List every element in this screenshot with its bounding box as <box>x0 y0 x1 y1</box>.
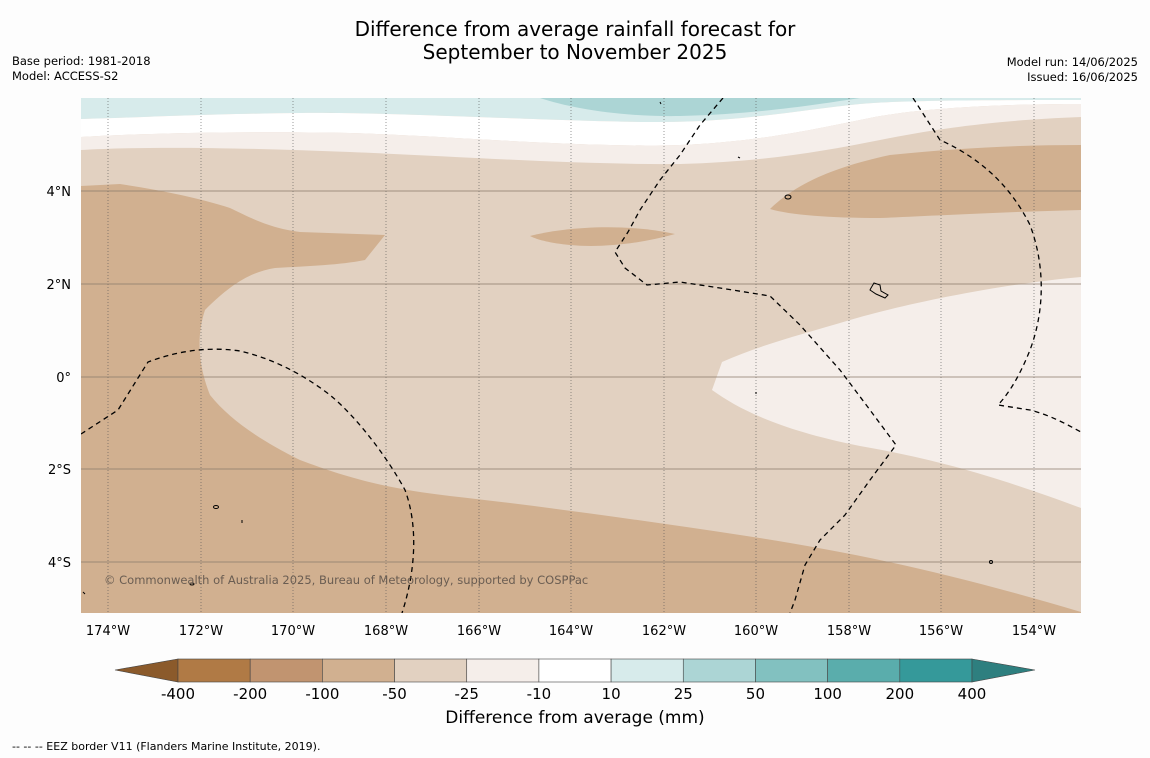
band-pale-top <box>81 104 1081 165</box>
eez-footnote: -- -- -- EEZ border V11 (Flanders Marine… <box>12 740 321 753</box>
lat-label: 0° <box>56 371 71 386</box>
colorbar-segment <box>610 658 684 683</box>
colorbar-segment <box>827 658 901 683</box>
colorbar-segment <box>682 658 756 683</box>
lon-label: 160°W <box>734 624 778 639</box>
island-kiritimati <box>869 282 889 299</box>
lon-label: 154°W <box>1012 624 1056 639</box>
lon-label: 156°W <box>919 624 963 639</box>
band-minus50-lens <box>530 227 675 246</box>
island-2 <box>213 505 219 509</box>
island-6 <box>737 156 741 159</box>
colorbar-segment <box>249 658 323 683</box>
band-teal-top <box>81 98 1081 122</box>
band-minus50-northeast <box>770 145 1081 218</box>
colorbar-tick-label: 50 <box>746 685 765 703</box>
lat-label: 2°S <box>48 463 71 478</box>
title-line-2: September to November 2025 <box>422 40 728 64</box>
colorbar-segment <box>466 658 540 683</box>
band-teal-top-darker <box>540 98 860 117</box>
colorbar-tick-label: 25 <box>674 685 693 703</box>
colorbar-segment <box>538 658 612 683</box>
base-period-text: Base period: 1981-2018 <box>12 54 151 68</box>
colorbar-label: Difference from average (mm) <box>445 708 705 728</box>
colorbar-tick-label: -200 <box>233 685 267 703</box>
colorbar-extend-low <box>114 658 179 683</box>
lon-label: 166°W <box>457 624 501 639</box>
map-copyright: © Commonwealth of Australia 2025, Bureau… <box>104 573 588 587</box>
colorbar-tick-label: -100 <box>305 685 339 703</box>
model-name-text: Model: ACCESS-S2 <box>12 69 119 83</box>
model-info: Base period: 1981-2018 Model: ACCESS-S2 <box>12 54 151 84</box>
lon-label: 158°W <box>827 624 871 639</box>
band-minus50-west-south <box>81 184 1081 613</box>
colorbar-extend-high <box>971 658 1036 683</box>
colorbar-segments <box>177 658 973 683</box>
colorbar-tick-label: -10 <box>527 685 552 703</box>
colorbar-segment <box>394 658 468 683</box>
lon-label: 162°W <box>642 624 686 639</box>
island-5 <box>659 101 662 105</box>
map-title: Difference from average rainfall forecas… <box>0 18 1150 64</box>
colorbar-tick-label: -400 <box>161 685 195 703</box>
rainfall-anomaly-shading <box>81 98 1081 613</box>
longitude-labels: 174°W 172°W 170°W 168°W 166°W 164°W 162°… <box>86 624 1056 639</box>
island-1 <box>784 194 792 200</box>
run-info: Model run: 14/06/2025 Issued: 16/06/2025 <box>1007 55 1138 85</box>
colorbar-tick-label: -50 <box>382 685 407 703</box>
title-line-1: Difference from average rainfall forecas… <box>354 17 796 41</box>
band-white-top <box>81 100 1081 146</box>
model-run-text: Model run: 14/06/2025 <box>1006 55 1138 69</box>
islands <box>82 101 993 595</box>
colorbar-tick-label: 400 <box>958 685 987 703</box>
lon-label: 172°W <box>179 624 223 639</box>
latitude-labels: 4°N 2°N 0° 2°S 4°S <box>47 185 72 571</box>
lon-label: 174°W <box>86 624 130 639</box>
colorbar-tick-label: -25 <box>454 685 479 703</box>
colorbar-tick-labels: -400 -200 -100 -50 -25 -10 10 25 50 100 200 400 <box>161 685 986 703</box>
island-8 <box>82 591 86 595</box>
colorbar-segment <box>899 658 973 683</box>
issued-text: Issued: 16/06/2025 <box>1027 70 1138 84</box>
island-4 <box>189 582 195 586</box>
colorbar-tick-label: 200 <box>885 685 914 703</box>
colorbar-segment <box>177 658 251 683</box>
colorbar-segment <box>322 658 395 683</box>
map-gridlines <box>81 98 1081 613</box>
lon-label: 164°W <box>549 624 593 639</box>
colorbar-tick-label: 10 <box>602 685 621 703</box>
lat-label: 4°N <box>47 185 72 200</box>
lat-label: 4°S <box>48 556 71 571</box>
eez-border-west <box>81 348 415 613</box>
eez-border-central <box>614 98 897 613</box>
band-minus10-east <box>712 277 1081 508</box>
eez-borders <box>81 98 1081 613</box>
colorbar-segment <box>755 658 828 683</box>
lat-label: 2°N <box>47 278 72 293</box>
eez-border-east <box>912 98 1081 433</box>
island-7 <box>989 560 993 564</box>
lon-label: 170°W <box>271 624 315 639</box>
colorbar-tick-label: 100 <box>813 685 842 703</box>
lon-label: 168°W <box>364 624 408 639</box>
colorbar: -400 -200 -100 -50 -25 -10 10 25 50 100 200 400 <box>114 658 1036 703</box>
